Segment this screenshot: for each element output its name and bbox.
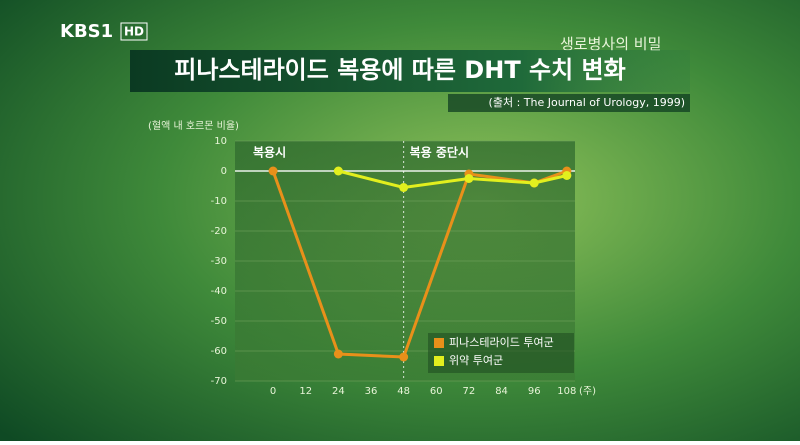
badge-box xyxy=(120,22,148,41)
y-tick-label: -30 xyxy=(211,256,227,267)
y-tick-label: -50 xyxy=(211,316,227,327)
source: (출처 : The Journal of Urology, 1999) xyxy=(489,96,685,109)
y-tick-label: -20 xyxy=(211,226,227,237)
x-tick-label: 36 xyxy=(365,386,378,397)
data-point xyxy=(464,174,474,183)
legend-swatch xyxy=(434,338,444,348)
source-band xyxy=(448,94,690,112)
y-tick-label: 10 xyxy=(214,136,227,147)
y-tick-label: -60 xyxy=(211,346,227,357)
data-point xyxy=(268,166,278,176)
annotation: 복용시 xyxy=(253,145,286,160)
x-tick-label: 48 xyxy=(397,386,410,397)
y-axis-label: (혈액 내 호르몬 비율) xyxy=(148,119,239,132)
data-point xyxy=(333,166,343,176)
y-tick-label: -70 xyxy=(211,376,227,387)
x-tick-label: 24 xyxy=(332,386,345,397)
x-tick-label: 12 xyxy=(299,386,312,397)
x-tick-label: 0 xyxy=(270,386,276,397)
data-point xyxy=(529,178,539,188)
data-point xyxy=(399,352,409,362)
chart-title: 피나스테라이드 복용에 따른 DHT 수치 변화 xyxy=(174,56,625,84)
data-point xyxy=(333,349,343,359)
data-point xyxy=(562,171,572,180)
y-tick-label: 0 xyxy=(221,166,227,177)
y-tick-label: -40 xyxy=(211,286,227,297)
x-tick-label: 72 xyxy=(463,386,476,397)
channel-logo: KBS1 xyxy=(60,21,113,42)
hd-badge: HD xyxy=(124,25,144,39)
legend-swatch xyxy=(434,356,444,366)
x-tick-label: 60 xyxy=(430,386,443,397)
y-tick-label: -10 xyxy=(211,196,227,207)
legend-label: 피나스테라이드 투여군 xyxy=(449,336,554,349)
legend-label: 위약 투여군 xyxy=(449,353,503,367)
x-axis-label: (주) xyxy=(579,386,596,397)
data-point xyxy=(399,183,409,192)
title-band xyxy=(130,50,690,92)
legend-box xyxy=(428,333,574,373)
x-tick-label: 84 xyxy=(495,386,508,397)
program-name: 생로병사의 비밀 xyxy=(560,35,661,53)
annotation: 복용 중단시 xyxy=(410,145,469,160)
x-tick-label: 108 xyxy=(557,386,576,397)
x-tick-label: 96 xyxy=(528,386,541,397)
